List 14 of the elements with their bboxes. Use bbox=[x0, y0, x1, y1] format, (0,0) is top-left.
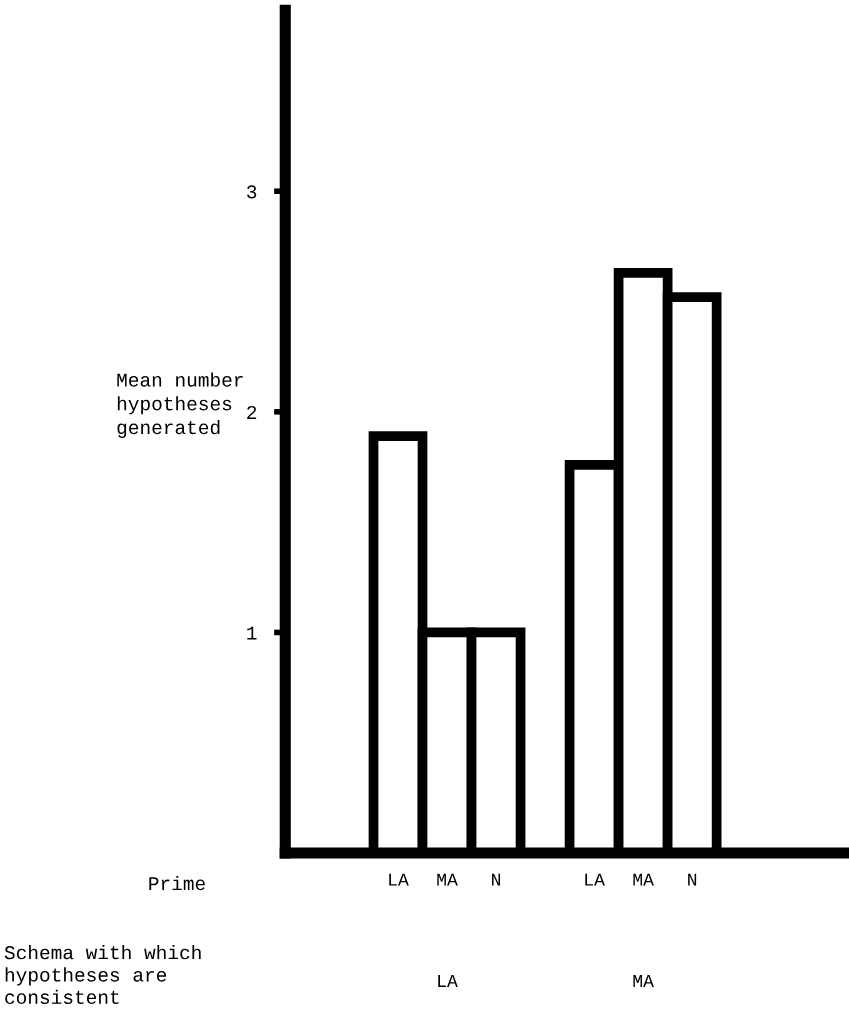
y-tick-label: 2 bbox=[247, 405, 257, 419]
y-tick-label: 3 bbox=[247, 185, 257, 199]
x-tick-label: MA bbox=[437, 873, 458, 886]
x-tick-label: LA bbox=[389, 873, 409, 886]
x-tick-label: N bbox=[492, 873, 501, 886]
x-tick-label: LA bbox=[585, 873, 605, 886]
text: MA bbox=[633, 974, 654, 987]
x-tick-label: MA bbox=[633, 873, 654, 886]
x-tick-label: N bbox=[688, 873, 697, 886]
y-tick-label: 1 bbox=[247, 626, 257, 640]
text: LA bbox=[438, 974, 458, 987]
text: Prime bbox=[149, 875, 205, 891]
text: Schema with which hypotheses are consistent bbox=[4, 945, 201, 1004]
y-axis-title: Mean number hypotheses generated bbox=[117, 372, 243, 439]
